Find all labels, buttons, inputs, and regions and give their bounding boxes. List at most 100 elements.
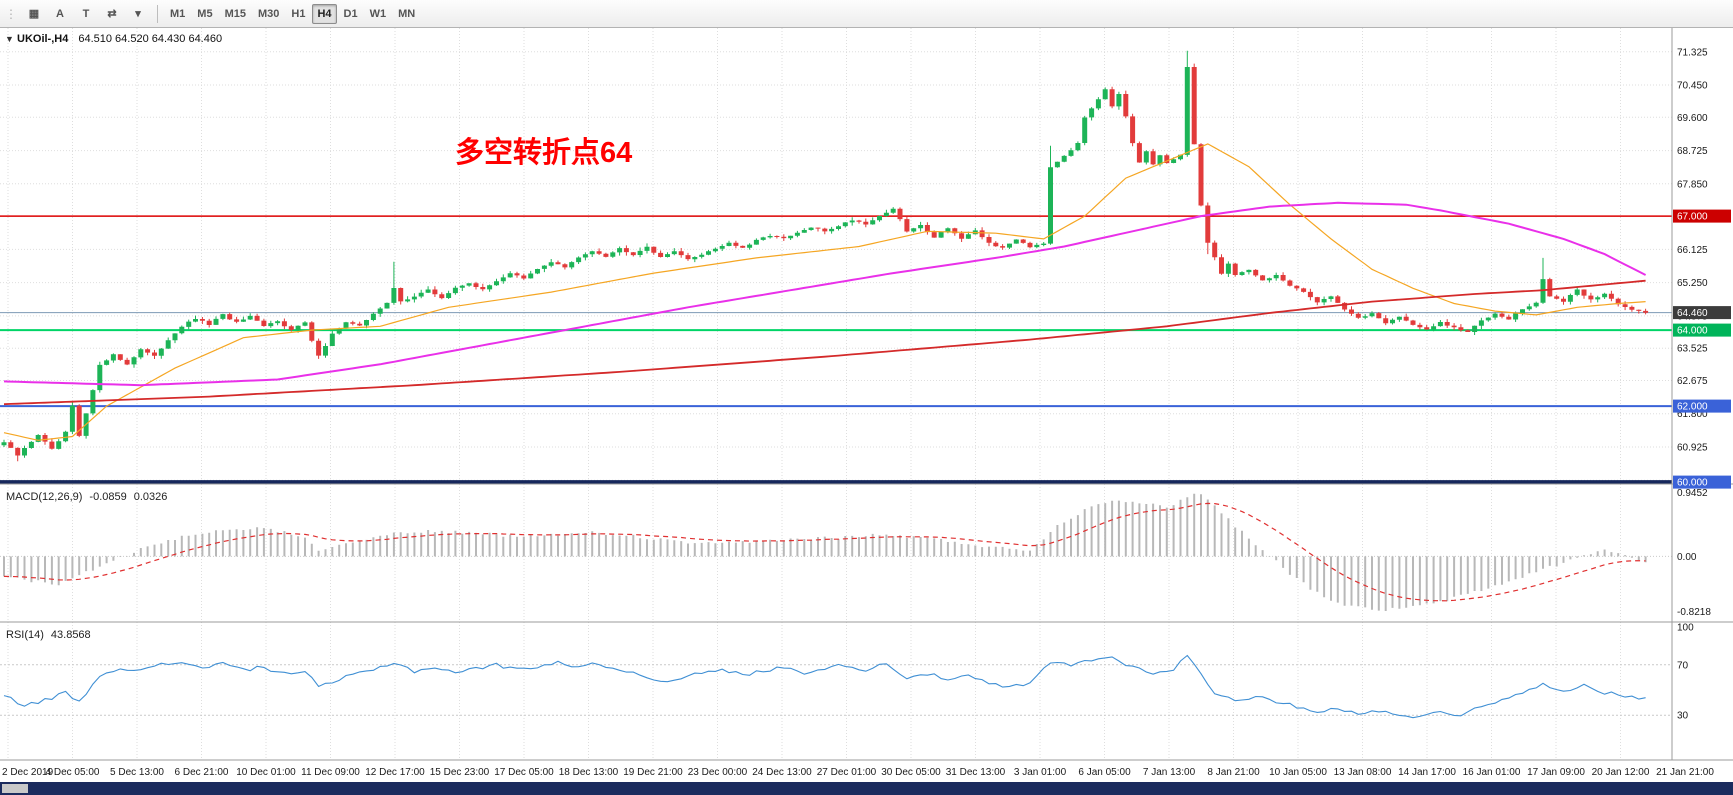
chart-background [0,28,1733,782]
time-label: 2 Dec 2019 [2,767,54,778]
rsi-axis-label: 70 [1677,660,1689,671]
rsi-line [3,654,1646,719]
timeframe-buttons: M1 M5 M15 M30 H1 H4 D1 W1 MN [164,3,421,24]
svg-text:60.000: 60.000 [1677,478,1708,489]
price-tick-label: 60.925 [1677,443,1708,454]
time-label: 16 Jan 01:00 [1463,767,1521,778]
annotation-text: 多空转折点64 [455,135,632,169]
macd-signal-line [3,502,1646,602]
status-resize-grip[interactable] [2,784,28,793]
time-label: 31 Dec 13:00 [946,767,1006,778]
price-tag-64.460 [1673,306,1731,320]
time-label: 14 Jan 17:00 [1398,767,1456,778]
price-tag-60.000 [1673,475,1731,489]
macd-indicator-layer [3,493,1647,611]
time-label: 6 Dec 21:00 [175,767,229,778]
macd-axis-zero: 0.00 [1677,552,1697,563]
toolbar-separator [157,4,158,23]
price-tick-label: 69.600 [1677,113,1708,124]
auto-scroll-button[interactable]: A [56,7,64,20]
time-label: 24 Dec 13:00 [752,767,812,778]
timeframe-button-m1[interactable]: M1 [170,7,186,20]
time-label: 23 Dec 00:00 [688,767,748,778]
macd-value-main: -0.0859 [89,491,126,503]
toolbar: ⋮ ▦ A T ⇄ ▾ M1 M5 M15 M30 H1 H4 D1 W1 MN [0,0,1733,28]
legend-ohlc: 64.510 64.520 64.430 64.460 [78,33,222,45]
ma-mid-magenta [3,201,1647,387]
price-tick-label: 62.675 [1677,376,1708,387]
macd-name: MACD(12,26,9) [6,491,82,503]
macd-axis-max: 0.9452 [1677,488,1708,499]
rsi-value: 43.8568 [51,629,91,641]
timeframe-button-d1[interactable]: D1 [343,7,358,20]
symbol-marker-icon: ▼ [5,34,14,44]
chart-window-icon[interactable]: ▦ [28,7,40,20]
macd-histogram [3,493,1647,611]
time-label: 27 Dec 01:00 [817,767,877,778]
timeframe-button-mn[interactable]: MN [398,7,416,20]
price-tag-67.000 [1673,209,1731,223]
dropdown-arrow-icon[interactable]: ▾ [135,7,141,20]
svg-text:64.000: 64.000 [1677,326,1708,337]
time-label: 18 Dec 13:00 [559,767,619,778]
time-label: 8 Jan 21:00 [1207,767,1260,778]
time-label: 4 Dec 05:00 [46,767,100,778]
rsi-indicator-layer [3,654,1646,719]
timeframe-button-w1[interactable]: W1 [369,7,387,20]
bottom-status-bar [0,782,1733,795]
timeframe-button-m5[interactable]: M5 [197,7,213,20]
timeframe-button-h4[interactable]: H4 [312,3,337,24]
time-label: 12 Dec 17:00 [365,767,425,778]
time-label: 17 Jan 09:00 [1527,767,1585,778]
price-tick-label: 68.725 [1677,146,1708,157]
rsi-axis-label: 30 [1677,711,1689,722]
svg-text:62.000: 62.000 [1677,402,1708,413]
time-label: 11 Dec 09:00 [301,767,360,778]
horizontal-level-lines [0,215,1672,485]
time-label: 3 Jan 01:00 [1014,767,1067,778]
time-label: 7 Jan 13:00 [1143,767,1196,778]
time-label: 10 Jan 05:00 [1269,767,1327,778]
time-label: 6 Jan 05:00 [1078,767,1131,778]
price-tick-label: 70.450 [1677,81,1708,92]
time-label: 21 Jan 21:00 [1656,767,1714,778]
price-tag-64.000 [1673,323,1731,337]
timeframe-button-m30[interactable]: M30 [257,7,280,20]
time-label: 15 Dec 23:00 [430,767,490,778]
macd-label: MACD(12,26,9) -0.0859 0.0326 [6,491,167,503]
candles-layer [1,50,1649,462]
time-label: 10 Dec 01:00 [236,767,296,778]
macd-value-signal: 0.0326 [134,491,168,503]
price-tag-62.000 [1673,399,1731,413]
chart-legend: UKOil-,H4 64.510 64.520 64.430 64.460 [17,33,222,45]
svg-text:67.000: 67.000 [1677,212,1708,223]
macd-axis-min: -0.8218 [1677,607,1711,618]
panel-borders [0,28,1733,761]
price-scale[interactable]: 71.325 70.450 69.600 68.725 67.850 67.000 66.1… [1673,47,1731,722]
time-label: 17 Dec 05:00 [494,767,554,778]
ma-slow-red [3,279,1646,406]
moving-averages-layer [3,143,1647,441]
price-tick-label: 61.800 [1677,409,1708,420]
price-tick-label: 66.125 [1677,245,1708,256]
price-tick-label: 63.525 [1677,344,1708,355]
toolbar-icons: ▦ A T ⇄ ▾ [21,3,151,24]
time-label: 19 Dec 21:00 [623,767,683,778]
text-label-button[interactable]: T [82,7,90,20]
price-tick-label: 65.250 [1677,278,1708,289]
chart-shift-button[interactable]: ⇄ [107,7,117,20]
legend-symbol: UKOil-,H4 [17,33,69,45]
timeframe-button-m15[interactable]: M15 [224,7,246,20]
time-label: 20 Jan 12:00 [1592,767,1650,778]
rsi-name: RSI(14) [6,629,44,641]
time-label: 13 Jan 08:00 [1334,767,1392,778]
svg-text:64.460: 64.460 [1677,308,1708,319]
rsi-label: RSI(14) 43.8568 [6,629,91,641]
toolbar-grip[interactable]: ⋮ [5,6,17,21]
timeframe-button-h1[interactable]: H1 [291,7,306,20]
time-label: 5 Dec 13:00 [110,767,164,778]
price-tick-label: 71.325 [1677,47,1708,58]
